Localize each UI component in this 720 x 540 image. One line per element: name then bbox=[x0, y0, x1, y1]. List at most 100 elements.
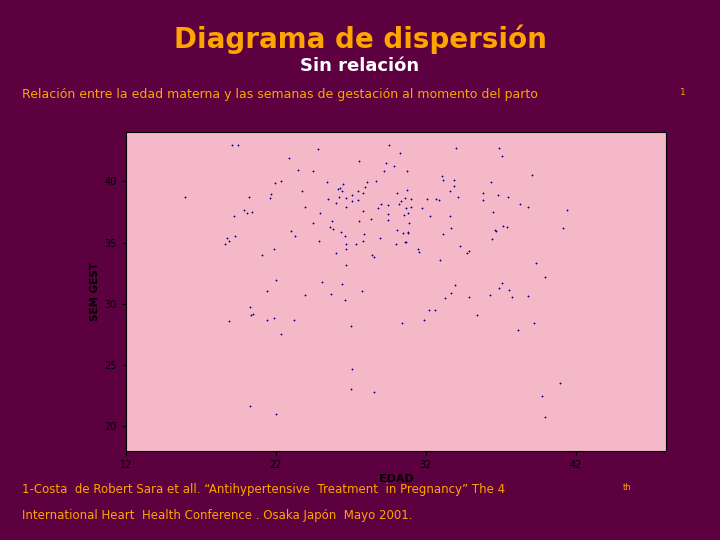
Point bbox=[220, 240, 231, 248]
Point bbox=[523, 291, 534, 300]
Point bbox=[365, 214, 377, 223]
Point bbox=[539, 273, 551, 281]
Point bbox=[339, 231, 351, 240]
Point bbox=[356, 287, 368, 296]
Point bbox=[223, 316, 235, 325]
Point bbox=[346, 196, 357, 205]
Point bbox=[353, 157, 364, 166]
Point bbox=[327, 225, 338, 233]
Point bbox=[429, 305, 441, 314]
Point bbox=[401, 186, 413, 194]
Point bbox=[336, 227, 347, 236]
Point bbox=[400, 238, 412, 247]
Point bbox=[221, 234, 233, 242]
Point bbox=[232, 140, 243, 149]
Point bbox=[486, 234, 498, 243]
Point bbox=[284, 154, 295, 163]
Point bbox=[445, 289, 456, 298]
Point bbox=[436, 172, 448, 181]
Text: Sin relación: Sin relación bbox=[300, 57, 420, 75]
Point bbox=[463, 292, 474, 301]
Point bbox=[445, 224, 456, 232]
Point bbox=[405, 203, 416, 212]
Point bbox=[340, 244, 351, 253]
Point bbox=[514, 199, 526, 208]
Point bbox=[440, 294, 451, 303]
Point bbox=[292, 166, 304, 174]
Point bbox=[376, 200, 387, 208]
Point bbox=[321, 178, 333, 186]
Point bbox=[388, 161, 400, 170]
Point bbox=[395, 197, 406, 205]
Point bbox=[351, 240, 362, 248]
Point bbox=[391, 226, 402, 234]
Point bbox=[243, 192, 255, 201]
Point bbox=[402, 209, 414, 218]
Point bbox=[330, 199, 342, 207]
Point bbox=[369, 388, 380, 396]
Point bbox=[361, 178, 373, 186]
Point bbox=[307, 218, 319, 227]
Point bbox=[352, 187, 364, 195]
Point bbox=[336, 187, 348, 195]
Point bbox=[485, 177, 497, 186]
Point bbox=[334, 184, 346, 192]
Point bbox=[380, 159, 392, 167]
Point bbox=[444, 187, 456, 195]
Point bbox=[531, 259, 542, 267]
Y-axis label: SEM GEST: SEM GEST bbox=[90, 262, 100, 321]
Point bbox=[557, 224, 568, 232]
Point bbox=[384, 140, 395, 149]
Point bbox=[346, 364, 357, 373]
Point bbox=[271, 275, 282, 284]
Point bbox=[341, 202, 352, 211]
Point bbox=[261, 287, 273, 295]
Text: International Heart  Health Conference . Osaka Japón  Mayo 2001.: International Heart Health Conference . … bbox=[22, 509, 412, 522]
Point bbox=[359, 183, 370, 191]
Point bbox=[418, 315, 430, 324]
Point bbox=[261, 315, 273, 324]
Point bbox=[539, 413, 551, 421]
Point bbox=[554, 379, 565, 388]
Point bbox=[498, 222, 509, 231]
Point bbox=[424, 212, 436, 221]
Point bbox=[453, 193, 464, 201]
Point bbox=[451, 144, 462, 152]
Point bbox=[286, 227, 297, 235]
Point bbox=[448, 176, 459, 184]
Point bbox=[228, 211, 240, 220]
Point bbox=[307, 166, 319, 175]
Point bbox=[238, 206, 250, 214]
Point bbox=[244, 303, 256, 312]
Text: 1-Costa  de Robert Sara et all. “Antihypertensive  Treatment  in Pregnancy” The : 1-Costa de Robert Sara et all. “Antihype… bbox=[22, 483, 505, 496]
Point bbox=[358, 237, 369, 245]
Point bbox=[333, 192, 345, 201]
Point bbox=[416, 204, 428, 212]
Point bbox=[372, 204, 384, 213]
Point bbox=[338, 180, 349, 188]
Point bbox=[266, 190, 277, 198]
Point bbox=[393, 200, 405, 208]
Point bbox=[463, 247, 474, 255]
Point bbox=[536, 392, 547, 401]
Point bbox=[368, 253, 379, 261]
Point bbox=[444, 212, 456, 220]
Point bbox=[179, 193, 190, 201]
Point bbox=[276, 330, 287, 339]
Point bbox=[325, 290, 336, 299]
Point bbox=[226, 140, 238, 149]
Point bbox=[382, 215, 394, 224]
Point bbox=[400, 194, 411, 202]
Point bbox=[269, 178, 281, 187]
Point bbox=[346, 321, 357, 330]
Point bbox=[402, 229, 414, 238]
Point bbox=[340, 295, 351, 304]
Point bbox=[414, 248, 426, 256]
Point bbox=[332, 185, 343, 193]
Point bbox=[497, 279, 508, 287]
Point bbox=[477, 196, 488, 205]
Point bbox=[402, 228, 413, 237]
Text: Relación entre la edad materna y las semanas de gestación al momento del parto: Relación entre la edad materna y las sem… bbox=[22, 88, 537, 101]
Point bbox=[382, 210, 394, 218]
Text: 1: 1 bbox=[680, 88, 686, 97]
